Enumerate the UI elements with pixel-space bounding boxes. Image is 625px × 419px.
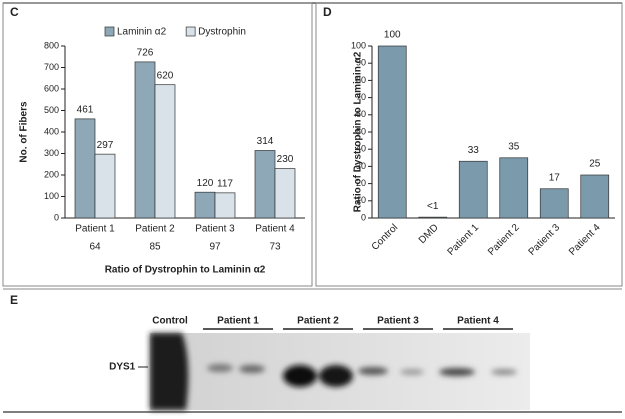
bar [377,45,407,219]
value-label: 25 [589,159,601,170]
y-tick-label: 0 [361,212,366,222]
value-label: 461 [77,105,94,116]
x-tick-label: Patient 4 [255,224,295,235]
value-label: 17 [549,172,561,183]
y-tick-label: 400 [44,126,59,136]
y-axis-label: Ratio of Dystrophin to Laminin α2 [353,51,364,212]
value-label: 297 [97,140,114,151]
lane-label: Control [152,316,188,327]
y-tick-label: 30 [356,161,366,171]
panel-label: C [10,5,19,19]
bar [74,118,96,219]
bar [194,191,216,219]
category-note: 64 [89,242,101,253]
y-tick-label: 700 [44,62,59,72]
lane-label: Patient 1 [217,316,259,327]
y-tick-label: 50 [356,126,366,136]
y-tick-label: 500 [44,105,59,115]
bar [134,61,156,219]
y-tick-label: 0 [54,212,59,222]
panel-label: D [323,5,332,19]
x-tick-label: Patient 3 [195,224,235,235]
bar [94,153,116,219]
y-tick-label: 600 [44,83,59,93]
y-tick-label: 60 [356,109,366,119]
bar [499,157,529,219]
x-tick-label: Patient 4 [567,222,603,258]
y-axis-label: No. of Fibers [19,101,30,163]
y-tick-label: 70 [356,92,366,102]
bar [418,216,448,219]
x-tick-label: Control [370,222,401,253]
x-tick-label: DMD [417,222,441,246]
x-tick-label: Patient 2 [486,222,522,258]
y-tick-label: 20 [356,178,366,188]
bar [274,168,296,219]
x-tick-label: Patient 3 [527,222,563,258]
y-tick-label: 90 [356,58,366,68]
y-tick-label: 100 [44,191,59,201]
category-note: 97 [209,242,221,253]
y-tick-label: 100 [351,40,366,50]
panel-c-frame [2,2,313,287]
row-label: DYS1 — [109,362,148,373]
legend-label: Dystrophin [198,27,246,38]
y-tick-label: 80 [356,75,366,85]
value-label: 726 [137,48,154,59]
lane-label: Patient 2 [297,316,339,327]
legend-label: Laminin α2 [117,27,167,38]
bar [254,150,276,219]
value-label: <1 [427,201,439,212]
lane-label: Patient 3 [377,316,419,327]
panel-d-frame [315,2,623,287]
bar [580,174,610,219]
y-tick-label: 300 [44,148,59,158]
y-tick-label: 40 [356,144,366,154]
x-tick-label: Patient 1 [446,222,482,258]
legend-swatch [185,26,196,37]
value-label: 117 [217,178,233,189]
value-label: 33 [468,145,480,156]
value-label: 620 [157,70,174,81]
category-note: 85 [149,242,161,253]
x-tick-label: Patient 2 [135,224,175,235]
blot [150,333,530,410]
y-tick-label: 800 [44,40,59,50]
value-label: 314 [257,136,274,147]
value-label: 35 [508,141,520,152]
bar [214,192,236,219]
bar [539,188,569,219]
lane-label: Patient 4 [457,316,499,327]
value-label: 100 [384,30,401,41]
bar [154,84,176,219]
value-label: 230 [277,154,294,165]
x-tick-label: Patient 1 [75,224,115,235]
y-tick-label: 200 [44,169,59,179]
panel-label: E [10,293,18,307]
legend-swatch [104,26,115,37]
x-axis-label: Ratio of Dystrophin to Laminin α2 [105,265,266,276]
y-tick-label: 10 [356,195,366,205]
value-label: 120 [197,178,214,189]
bar [458,160,488,219]
category-note: 73 [269,242,281,253]
